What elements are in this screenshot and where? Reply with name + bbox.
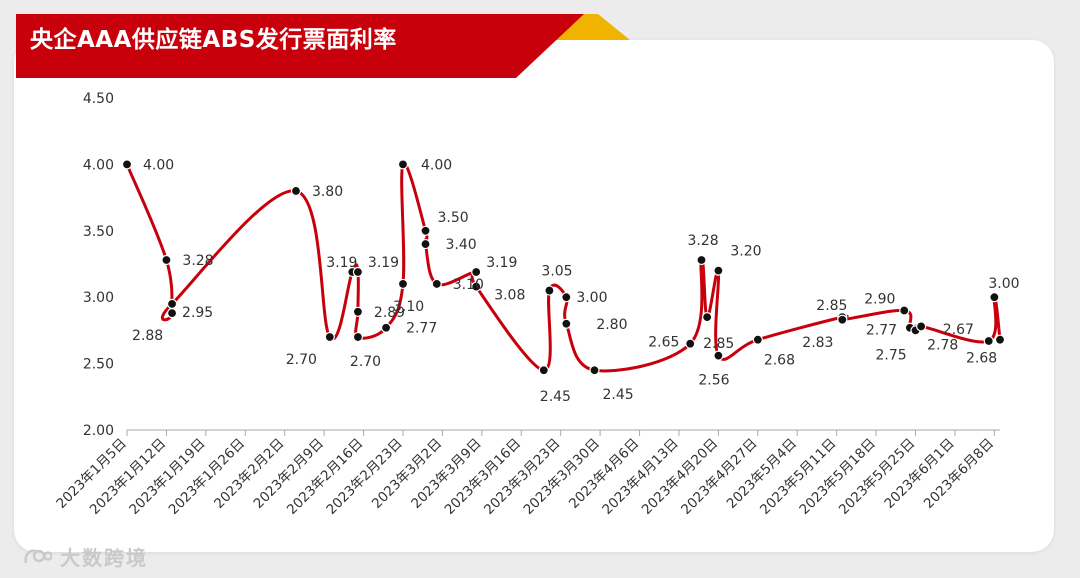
y-tick-label: 2.50 (83, 357, 114, 373)
data-label: 2.83 (802, 335, 833, 351)
data-label: 3.50 (438, 210, 469, 226)
data-point (397, 278, 409, 290)
title-banner (16, 14, 630, 78)
data-label: 2.67 (943, 322, 974, 338)
data-label: 3.28 (182, 253, 213, 269)
data-label: 2.45 (602, 387, 633, 403)
data-label: 3.40 (446, 237, 477, 253)
data-point (899, 305, 910, 316)
data-label: 2.85 (703, 336, 734, 352)
data-point (561, 318, 572, 329)
data-point (713, 350, 724, 361)
data-point (397, 159, 409, 170)
data-label: 3.28 (687, 233, 718, 249)
data-point (916, 321, 927, 332)
data-point (161, 254, 172, 266)
data-label: 2.85 (816, 298, 847, 314)
data-point (352, 266, 364, 278)
data-point (121, 159, 133, 170)
chart-title: 央企AAA供应链ABS发行票面利率 (30, 27, 397, 53)
data-point (837, 314, 848, 325)
data-point (166, 298, 178, 309)
x-tick-label: 2023年6月8日 (921, 436, 997, 512)
data-label: 3.00 (988, 276, 1019, 292)
data-label: 2.90 (864, 291, 895, 307)
data-label: 3.10 (453, 277, 484, 293)
data-point (380, 322, 392, 333)
data-point (352, 331, 364, 343)
data-label: 2.77 (866, 323, 897, 339)
data-label: 3.19 (486, 255, 517, 271)
data-labels: 4.00 3.28 2.88 2.95 3.80 2.70 3.19 3.19 2.89 2.70… (132, 157, 1019, 405)
watermark-text: 大数跨境 (60, 546, 148, 570)
data-point (420, 225, 431, 236)
data-label: 3.19 (368, 255, 399, 271)
data-label: 2.70 (350, 354, 381, 370)
y-tick-label: 2.00 (83, 423, 114, 439)
data-point (696, 254, 707, 266)
data-point (752, 334, 763, 345)
data-label: 2.78 (927, 337, 958, 353)
y-tick-label: 4.00 (83, 157, 114, 173)
data-label: 2.75 (876, 347, 907, 363)
data-label: 2.68 (764, 353, 795, 369)
data-label: 2.45 (540, 389, 571, 405)
data-point (994, 334, 1006, 345)
data-point (166, 308, 178, 319)
data-markers (121, 159, 1006, 376)
data-point (431, 278, 442, 290)
data-point (702, 312, 713, 323)
data-point (471, 281, 482, 292)
data-label: 2.70 (286, 352, 317, 368)
data-label: 2.77 (406, 321, 437, 337)
data-label: 2.88 (132, 328, 163, 344)
data-point (983, 335, 994, 347)
data-label: 2.56 (698, 373, 729, 389)
data-label: 3.10 (393, 299, 424, 315)
data-label: 2.89 (374, 305, 405, 321)
data-label: 2.65 (648, 335, 679, 351)
data-point (544, 285, 555, 296)
data-label: 3.00 (576, 290, 607, 306)
y-tick-label: 3.00 (83, 290, 114, 306)
data-point (352, 306, 364, 317)
data-label: 3.08 (494, 288, 525, 304)
data-label: 3.20 (730, 244, 761, 260)
data-point (561, 292, 572, 303)
data-label: 4.00 (421, 157, 452, 173)
data-label: 2.95 (182, 305, 213, 321)
data-point (538, 365, 549, 376)
data-point (713, 265, 724, 276)
data-label: 3.80 (312, 184, 343, 200)
data-label: 4.00 (143, 157, 174, 173)
data-point (589, 365, 600, 376)
data-point (324, 331, 335, 343)
watermark-logo-icon (24, 549, 52, 564)
data-point (989, 292, 1000, 303)
y-tick-label: 4.50 (83, 91, 114, 107)
banner-red (16, 14, 584, 78)
x-axis: 2023年1月5日2023年1月12日2023年1月19日2023年1月26日2… (53, 429, 1000, 518)
y-axis: 2.00 2.50 3.00 3.50 4.00 4.50 (83, 91, 114, 439)
data-label: 3.19 (326, 255, 357, 271)
data-label: 2.80 (596, 317, 627, 333)
data-label: 2.68 (966, 351, 997, 367)
data-point (420, 238, 431, 250)
data-label: 3.05 (541, 264, 572, 280)
chart-card (14, 40, 1054, 552)
data-point (471, 266, 482, 278)
data-point (290, 185, 302, 197)
data-point (685, 338, 696, 349)
y-tick-label: 3.50 (83, 224, 114, 240)
